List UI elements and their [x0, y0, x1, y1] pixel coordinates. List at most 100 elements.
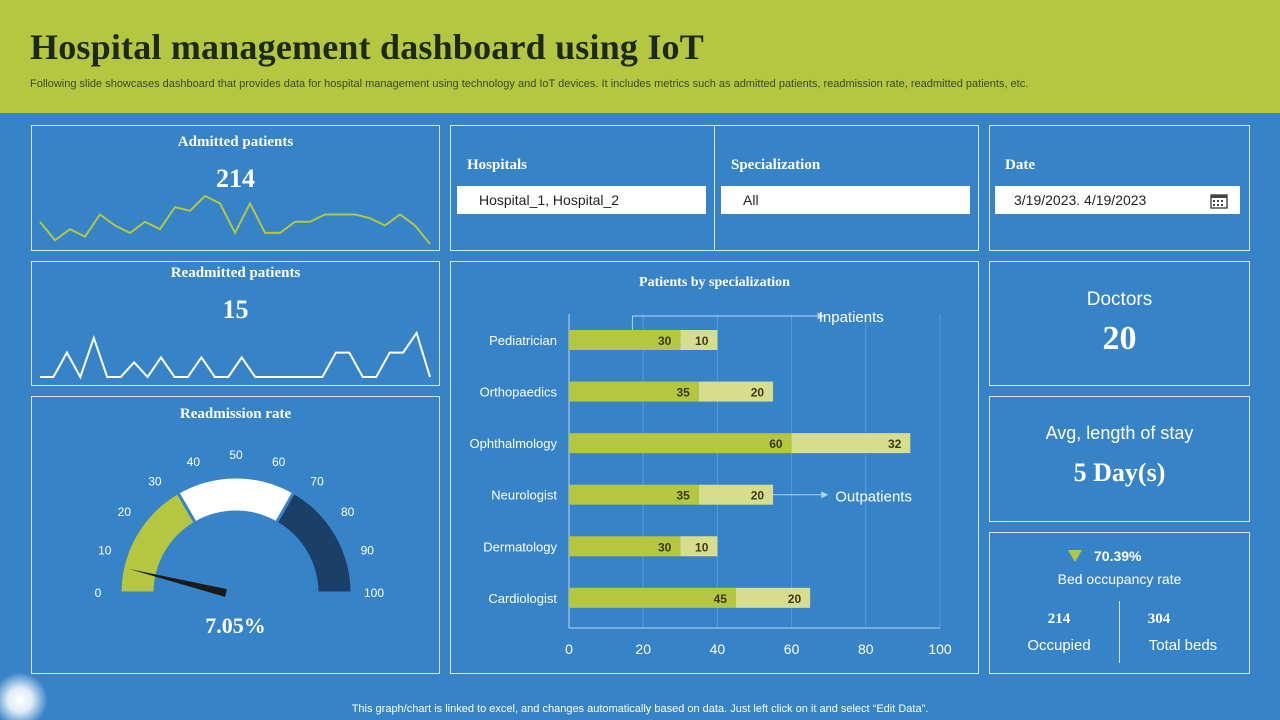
chart-category-label: Cardiologist — [488, 591, 557, 606]
gauge-tick-label: 50 — [229, 448, 243, 462]
patients-by-specialization-panel: Patients by specialization 0 20 40 60 80 100 P… — [450, 261, 979, 674]
patients-bar-chart: 0 20 40 60 80 100 Pediatrician 30 10 Orthopaedics… — [470, 309, 952, 657]
gauge-tick-label: 100 — [364, 586, 384, 600]
date-picker[interactable]: 3/19/2023. 4/19/2023 — [995, 186, 1240, 214]
occupied-label: Occupied — [1027, 637, 1091, 654]
bar-inpatients-label: 45 — [714, 592, 728, 606]
readmitted-patients-value: 15 — [222, 295, 249, 324]
gauge-tick-label: 90 — [361, 543, 375, 557]
bar-outpatients — [680, 330, 718, 350]
gauge-tick-label: 60 — [272, 455, 286, 469]
bar-inpatients — [569, 433, 792, 454]
bed-occupancy-panel: 70.39% Bed occupancy rate 214 Occupied 3… — [989, 532, 1250, 674]
bar-inpatients-label: 60 — [769, 437, 783, 451]
bar-inpatients — [569, 484, 699, 505]
filter-panel: Hospitals Hospital_1, Hospital_2 Special… — [450, 125, 979, 251]
date-value: 3/19/2023. 4/19/2023 — [1014, 192, 1147, 208]
inpatients-annotation: Inpatients — [819, 309, 884, 326]
admitted-patients-title: Admitted patients — [177, 134, 294, 150]
bed-divider — [1119, 601, 1120, 663]
specialization-label: Specialization — [731, 157, 821, 173]
bar-outpatients — [791, 433, 911, 454]
bar-inpatients — [569, 330, 681, 350]
bar-inpatients-label: 30 — [658, 334, 672, 348]
hospitals-select[interactable]: Hospital_1, Hospital_2 — [457, 186, 706, 214]
bar-outpatients — [680, 536, 718, 557]
down-triangle-icon — [1068, 550, 1082, 562]
doctors-panel: Doctors 20 — [989, 261, 1250, 386]
gauge-segment-mid — [175, 475, 296, 525]
bar-inpatients — [569, 587, 736, 608]
chart-x-tick: 100 — [928, 641, 952, 657]
light-glow-decoration — [0, 672, 48, 720]
chart-x-tick: 40 — [710, 641, 726, 657]
date-label: Date — [1005, 157, 1035, 173]
chart-x-tick: 80 — [858, 641, 874, 657]
bar-outpatients-label: 20 — [788, 592, 802, 606]
bar-outpatients-label: 20 — [751, 489, 765, 503]
chart-title: Patients by specialization — [639, 275, 790, 290]
admitted-patients-value: 214 — [216, 164, 255, 193]
page-title: Hospital management dashboard using IoT — [30, 27, 704, 67]
gauge-segment-high — [274, 490, 354, 595]
avg-stay-panel: Avg, length of stay 5 Day(s) — [989, 396, 1250, 522]
gauge-tick-label: 70 — [310, 474, 324, 488]
hospitals-label: Hospitals — [467, 157, 528, 173]
bar-inpatients — [569, 536, 681, 557]
gauge-segment-low — [118, 490, 198, 595]
filter-divider — [714, 126, 715, 250]
readmission-gauge: 0 10 20 30 40 50 60 70 80 90 100 — [95, 448, 385, 600]
bar-inpatients-label: 35 — [676, 386, 690, 400]
page-subtitle: Following slide showcases dashboard that… — [30, 78, 1029, 90]
readmitted-patients-title: Readmitted patients — [170, 265, 301, 281]
gauge-tick-label: 80 — [341, 505, 355, 519]
bar-outpatients-label: 10 — [695, 540, 709, 554]
readmission-rate-panel: Readmission rate 0 10 20 30 40 50 60 70 80 90 100 … — [31, 396, 440, 674]
avg-stay-label: Avg, length of stay — [1045, 423, 1194, 443]
doctors-label: Doctors — [1086, 289, 1153, 310]
date-panel: Date 3/19/2023. 4/19/2023 — [989, 125, 1250, 251]
specialization-select[interactable]: All — [721, 186, 970, 214]
gauge-tick-label: 30 — [148, 474, 162, 488]
chart-x-tick: 20 — [635, 641, 651, 657]
admitted-patients-panel: Admitted patients 214 — [31, 125, 440, 251]
gauge-tick-label: 40 — [187, 455, 201, 469]
doctors-value: 20 — [1102, 320, 1137, 357]
occupied-value: 214 — [1047, 611, 1071, 627]
bar-outpatients-label: 20 — [751, 386, 765, 400]
admitted-sparkline — [39, 194, 431, 245]
chart-category-label: Pediatrician — [489, 333, 557, 348]
total-beds-value: 304 — [1147, 611, 1171, 627]
gauge-tick-label: 10 — [98, 543, 112, 557]
bar-inpatients — [569, 381, 699, 402]
bar-outpatients-label: 10 — [695, 334, 709, 348]
header-banner: Hospital management dashboard using IoT … — [0, 0, 1280, 113]
gauge-tick-label: 20 — [118, 505, 132, 519]
bed-occupancy-rate: 70.39% — [1094, 548, 1142, 564]
bed-occupancy-label: Bed occupancy rate — [1057, 571, 1182, 587]
bar-outpatients-label: 32 — [888, 437, 902, 451]
inpatients-leader-line — [631, 315, 818, 330]
outpatients-arrow-icon — [821, 491, 829, 499]
outpatients-annotation: Outpatients — [835, 489, 912, 506]
chart-category-label: Orthopaedics — [480, 385, 558, 400]
footer-note: This graph/chart is linked to excel, and… — [351, 703, 929, 715]
bar-outpatients — [735, 587, 811, 608]
calendar-icon[interactable] — [1210, 193, 1228, 209]
bar-inpatients-label: 30 — [658, 540, 672, 554]
bar-inpatients-label: 35 — [676, 489, 690, 503]
avg-stay-value: 5 Day(s) — [1073, 458, 1166, 487]
chart-x-tick: 0 — [565, 641, 573, 657]
chart-x-tick: 60 — [784, 641, 800, 657]
readmission-rate-title: Readmission rate — [179, 406, 292, 422]
inpatients-arrow-icon — [817, 312, 825, 320]
readmitted-patients-panel: Readmitted patients 15 — [31, 261, 440, 386]
total-beds-label: Total beds — [1148, 637, 1218, 654]
chart-category-label: Ophthalmology — [470, 436, 558, 451]
readmission-rate-value: 7.05% — [205, 613, 266, 638]
bar-outpatients — [698, 484, 774, 505]
chart-category-label: Neurologist — [491, 488, 557, 503]
gauge-tick-label: 0 — [95, 586, 102, 600]
chart-category-label: Dermatology — [483, 539, 557, 554]
readmitted-sparkline — [40, 330, 431, 380]
